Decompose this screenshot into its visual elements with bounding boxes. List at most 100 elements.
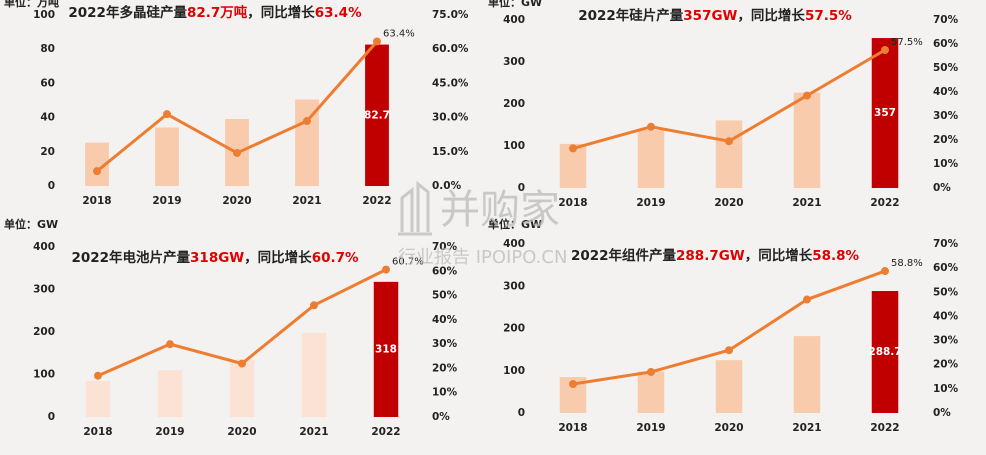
y2-tick-label: 50% <box>432 290 458 302</box>
line-marker <box>647 122 655 131</box>
chart-panel: 2022年组件产量288.7GW，同比增长58.8% 单位：GW 0 100 200 30… <box>488 217 959 434</box>
bar <box>229 359 255 417</box>
bar <box>871 291 899 413</box>
line-marker <box>725 346 733 355</box>
y2-tick-label: 70% <box>432 241 458 253</box>
y-tick-label: 400 <box>503 238 525 250</box>
y2-tick-label: 20% <box>933 134 959 146</box>
x-tick-label: 2020 <box>714 197 743 209</box>
y-tick-label: 60 <box>40 77 55 89</box>
line-marker <box>310 301 318 310</box>
y-tick-label: 0 <box>48 180 55 192</box>
chart-title: 2022年硅片产量357GW，同比增长57.5% <box>578 7 852 24</box>
y2-tick-label: 45.0% <box>432 77 469 89</box>
title-part: 82.7万吨 <box>187 4 248 21</box>
y-tick-label: 400 <box>33 241 55 253</box>
x-tick-label: 2018 <box>558 422 587 434</box>
bar <box>301 332 327 417</box>
y-tick-label: 200 <box>503 323 525 335</box>
line-marker <box>803 91 811 100</box>
title-part: 357GW <box>683 8 737 24</box>
unit-label: 单位：GW <box>4 217 58 231</box>
title-part: 58.8% <box>812 248 859 264</box>
x-tick-label: 2020 <box>227 426 256 438</box>
line-marker <box>373 37 381 46</box>
bar <box>637 371 665 413</box>
x-tick-label: 2020 <box>714 422 743 434</box>
unit-label: 单位：万吨 <box>4 0 59 9</box>
y-tick-label: 300 <box>503 56 525 68</box>
title-part: 63.4% <box>315 5 362 21</box>
y2-tick-label: 0% <box>432 411 450 423</box>
bar <box>793 336 821 413</box>
y2-tick-label: 60% <box>933 262 959 274</box>
y2-tick-label: 0% <box>933 407 951 419</box>
line-marker <box>881 267 889 276</box>
x-tick-label: 2022 <box>870 422 899 434</box>
unit-label: 单位：GW <box>488 217 542 231</box>
y-tick-label: 200 <box>33 326 55 338</box>
bar-value-label: 357 <box>874 107 896 119</box>
line-marker <box>647 367 655 376</box>
y-tick-label: 40 <box>40 112 55 124</box>
y-tick-label: 100 <box>33 9 55 21</box>
bar-value-label: 288.7 <box>868 346 901 358</box>
y2-tick-label: 10% <box>933 383 959 395</box>
bar <box>637 130 665 188</box>
bar-value-label: 318 <box>375 343 397 355</box>
line-marker <box>725 137 733 146</box>
y-tick-label: 400 <box>503 14 525 26</box>
line-marker <box>233 148 241 157</box>
line-marker <box>803 295 811 304</box>
bar <box>365 44 389 186</box>
chart-title: 2022年组件产量288.7GW，同比增长58.8% <box>571 247 860 264</box>
bar <box>793 92 821 188</box>
y2-tick-label: 10% <box>933 158 959 170</box>
watermark-title: 并购家 <box>440 187 560 233</box>
title-part: ，同比增长 <box>745 247 813 264</box>
charts: 2022年多晶硅产量82.7万吨，同比增长63.4%单位：万吨020406080… <box>4 0 959 438</box>
x-tick-label: 2021 <box>299 426 328 438</box>
y-tick-label: 20 <box>40 146 55 158</box>
line-value-label: 58.8% <box>891 258 923 269</box>
x-tick-label: 2018 <box>558 197 587 209</box>
bar <box>373 281 399 417</box>
y-tick-label: 80 <box>40 43 55 55</box>
title-part: 60.7% <box>312 250 359 266</box>
title-part: 318GW <box>190 250 244 266</box>
line-marker <box>881 46 889 54</box>
x-tick-label: 2019 <box>152 195 181 207</box>
title-part: 2022年电池片产量 <box>71 249 190 266</box>
title-part: ，同比增长 <box>737 7 805 24</box>
y2-tick-label: 15.0% <box>432 146 469 158</box>
y2-tick-label: 20% <box>432 362 458 374</box>
y-tick-label: 0 <box>518 407 525 419</box>
x-tick-label: 2020 <box>222 195 251 207</box>
y2-tick-label: 70% <box>933 14 959 26</box>
chart-title: 2022年电池片产量318GW，同比增长60.7% <box>71 249 359 266</box>
bar <box>715 120 743 188</box>
chart-panel: 2022年电池片产量318GW，同比增长60.7%单位：GW0100200300… <box>4 217 458 438</box>
line-value-label: 63.4% <box>383 28 415 39</box>
y-tick-label: 0 <box>518 182 525 194</box>
y2-tick-label: 60.0% <box>432 43 469 55</box>
line-value-label: 57.5% <box>891 37 923 48</box>
x-tick-label: 2022 <box>870 197 899 209</box>
y-tick-label: 300 <box>503 280 525 292</box>
y2-tick-label: 30% <box>933 110 959 122</box>
y2-tick-label: 50% <box>933 62 959 74</box>
x-tick-label: 2018 <box>82 195 111 207</box>
watermark-subtitle: 行业报告 IPOIPO.CN <box>398 247 567 268</box>
y-tick-label: 300 <box>33 284 55 296</box>
chart-panel: 2022年硅片产量357GW，同比增长57.5%单位：GW01002003004… <box>488 0 959 209</box>
y-tick-label: 0 <box>48 411 55 423</box>
y2-tick-label: 60% <box>933 38 959 50</box>
y2-tick-label: 10% <box>432 387 458 399</box>
y-tick-label: 100 <box>503 365 525 377</box>
y-tick-label: 100 <box>503 140 525 152</box>
y2-tick-label: 70% <box>933 238 959 250</box>
y-tick-label: 200 <box>503 98 525 110</box>
title-part: 288.7GW <box>676 248 745 264</box>
x-tick-label: 2021 <box>792 197 821 209</box>
